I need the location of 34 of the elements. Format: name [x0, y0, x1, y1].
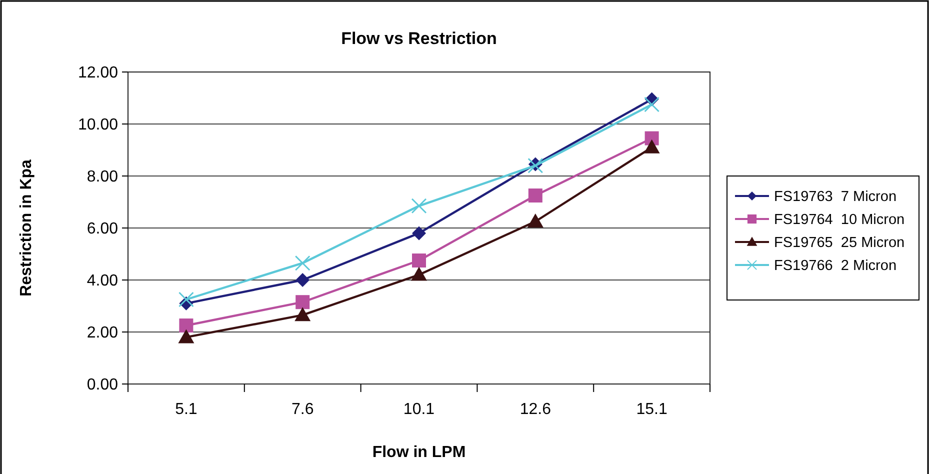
x-tick-label: 10.1 — [403, 401, 435, 418]
legend-label: FS19763 7 Micron — [774, 189, 897, 206]
x-axis-title: Flow in LPM — [372, 444, 466, 461]
point — [179, 318, 194, 332]
y-axis-title: Restriction in Kpa — [18, 159, 35, 296]
y-tick-label: 6.00 — [86, 220, 118, 238]
legend-label: FS19765 25 Micron — [774, 235, 905, 252]
y-tick-label: 10.00 — [78, 116, 118, 134]
x-tick-label: 12.6 — [520, 401, 552, 418]
y-tick-label: 4.00 — [86, 272, 118, 290]
point — [178, 292, 194, 308]
point — [411, 198, 427, 214]
point — [644, 96, 660, 112]
point — [412, 226, 426, 240]
legend-label: FS19764 10 Micron — [774, 212, 905, 228]
point — [296, 273, 310, 287]
chart-title: Flow vs Restriction — [341, 29, 497, 48]
x-tick-label: 5.1 — [175, 401, 198, 418]
y-tick-label: 0.00 — [86, 376, 118, 394]
legend-label: FS19766 2 Micron — [774, 258, 897, 274]
point — [527, 214, 544, 228]
y-tick-label: 12.00 — [78, 64, 118, 82]
point — [178, 329, 194, 344]
point — [412, 254, 426, 268]
y-tick-label: 8.00 — [86, 168, 118, 186]
y-tick-label: 2.00 — [86, 324, 118, 342]
point — [411, 266, 427, 281]
point — [294, 255, 310, 271]
point — [294, 307, 311, 322]
x-tick-label: 7.6 — [291, 401, 314, 418]
point — [644, 139, 660, 154]
point — [296, 295, 310, 310]
point — [528, 188, 542, 202]
x-tick-label: 15.1 — [636, 401, 668, 418]
